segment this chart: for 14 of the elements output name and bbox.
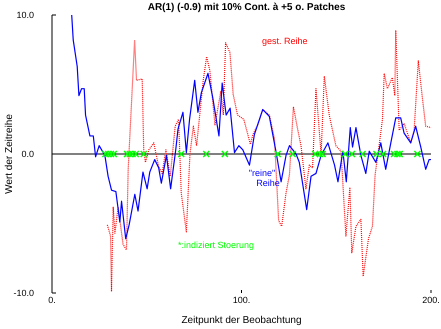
chart-title: AR(1) (-0.9) mit 10% Cont. à +5 o. Patches bbox=[148, 2, 346, 13]
x-tick-label: 0. bbox=[48, 295, 56, 305]
y-tick-label: 0.0 bbox=[21, 149, 34, 160]
text: gest. Reihe bbox=[262, 36, 308, 46]
y-tick-label: 10.0 bbox=[16, 10, 34, 20]
line-series bbox=[106, 30, 432, 292]
x-tick-label: 100. bbox=[232, 295, 250, 305]
text: *:indiziert Stoerung bbox=[178, 240, 254, 250]
y-tick-label: -10.0 bbox=[13, 288, 34, 298]
series-label: "reine" Reihe bbox=[248, 168, 280, 188]
x-axis-title: Zeitpunkt der Beobachtung bbox=[181, 315, 302, 326]
line-series bbox=[71, 14, 432, 240]
y-axis-title: Wert der Zeitreihe bbox=[4, 114, 15, 194]
x-tick-label: 200. bbox=[422, 295, 440, 305]
